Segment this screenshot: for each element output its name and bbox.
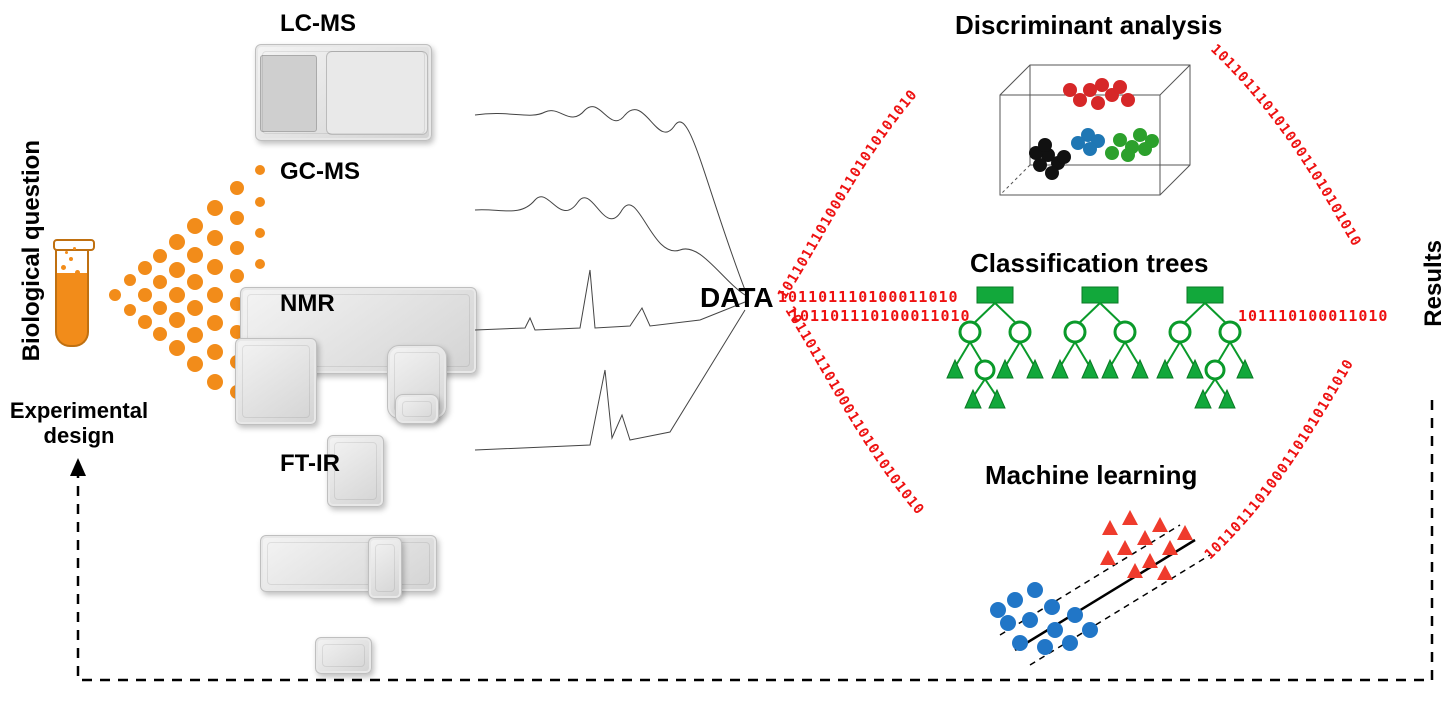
ftir-instrument-icon [260,480,455,600]
lcms-label: LC-MS [280,10,356,38]
discriminant-title: Discriminant analysis [955,10,1222,41]
binary-flat-right: 101110100011010 [1238,307,1388,325]
svg-text:10110111010100011010101010: 10110111010100011010101010 [1207,41,1364,249]
classification-trees-title: Classification trees [970,248,1208,279]
binary-flat-left: 101101110100011010 [790,307,971,325]
test-tube-icon [55,245,89,347]
svg-text:10110111010001101010101010: 10110111010001101010101010 [782,304,928,519]
data-hub-label: DATA [700,282,774,314]
spectra-icon [470,70,770,490]
classification-trees-icon [945,282,1255,412]
ftir-label: FT-IR [280,450,340,478]
discriminant-plot-icon [970,45,1200,225]
biological-question-label: Biological question [18,140,46,361]
gcms-label: GC-MS [280,158,360,186]
diagram-root: Biological question Experimental design [0,0,1455,710]
lcms-instrument-icon [255,44,432,141]
binary-flat-hub: 101101110100011010 [778,288,959,306]
machine-learning-icon [960,495,1220,675]
nmr-instrument-icon [235,320,450,430]
svg-text:10110111010001101010101010: 10110111010001101010101010 [775,87,921,303]
nmr-label: NMR [280,290,335,318]
results-label: Results [1420,240,1448,327]
machine-learning-title: Machine learning [985,460,1197,491]
